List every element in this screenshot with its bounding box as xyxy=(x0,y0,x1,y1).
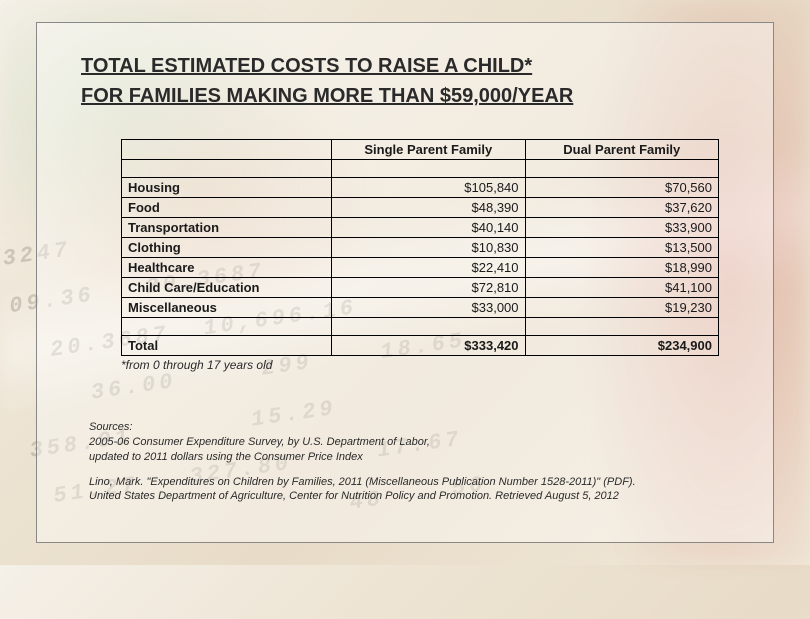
title-line-1: TOTAL ESTIMATED COSTS TO RAISE A CHILD* xyxy=(81,55,532,77)
total-single: $333,420 xyxy=(332,336,525,356)
total-row: Total $333,420 $234,900 xyxy=(122,336,719,356)
row-dual: $13,500 xyxy=(525,238,718,258)
row-category: Clothing xyxy=(122,238,332,258)
sources-heading: Sources: xyxy=(89,421,132,433)
spacer-row xyxy=(122,160,719,178)
sources-line: updated to 2011 dollars using the Consum… xyxy=(89,451,363,463)
table-row: Clothing $10,830 $13,500 xyxy=(122,238,719,258)
spacer-row xyxy=(122,318,719,336)
header-category xyxy=(122,140,332,160)
row-single: $105,840 xyxy=(332,178,525,198)
row-category: Transportation xyxy=(122,218,332,238)
page-title: TOTAL ESTIMATED COSTS TO RAISE A CHILD* … xyxy=(81,51,729,111)
row-single: $40,140 xyxy=(332,218,525,238)
row-dual: $19,230 xyxy=(525,298,718,318)
row-single: $10,830 xyxy=(332,238,525,258)
row-dual: $41,100 xyxy=(525,278,718,298)
row-category: Child Care/Education xyxy=(122,278,332,298)
row-dual: $18,990 xyxy=(525,258,718,278)
row-dual: $37,620 xyxy=(525,198,718,218)
sources-line: 2005-06 Consumer Expenditure Survey, by … xyxy=(89,436,430,448)
total-label: Total xyxy=(122,336,332,356)
header-single-parent: Single Parent Family xyxy=(332,140,525,160)
header-dual-parent: Dual Parent Family xyxy=(525,140,718,160)
table-row: Miscellaneous $33,000 $19,230 xyxy=(122,298,719,318)
header-row: Single Parent Family Dual Parent Family xyxy=(122,140,719,160)
row-category: Healthcare xyxy=(122,258,332,278)
sources-line: Lino, Mark. "Expenditures on Children by… xyxy=(89,476,636,488)
row-single: $33,000 xyxy=(332,298,525,318)
row-single: $48,390 xyxy=(332,198,525,218)
title-line-2: FOR FAMILIES MAKING MORE THAN $59,000/YE… xyxy=(81,85,573,107)
row-dual: $70,560 xyxy=(525,178,718,198)
footnote: *from 0 through 17 years old xyxy=(121,358,729,372)
sources-block: Sources: 2005-06 Consumer Expenditure Su… xyxy=(89,420,729,504)
cost-table-wrap: Single Parent Family Dual Parent Family … xyxy=(121,139,719,356)
row-category: Housing xyxy=(122,178,332,198)
table-row: Food $48,390 $37,620 xyxy=(122,198,719,218)
table-row: Healthcare $22,410 $18,990 xyxy=(122,258,719,278)
row-category: Miscellaneous xyxy=(122,298,332,318)
row-single: $72,810 xyxy=(332,278,525,298)
cost-table: Single Parent Family Dual Parent Family … xyxy=(121,139,719,356)
table-row: Housing $105,840 $70,560 xyxy=(122,178,719,198)
total-dual: $234,900 xyxy=(525,336,718,356)
row-dual: $33,900 xyxy=(525,218,718,238)
sources-line: United States Department of Agriculture,… xyxy=(89,490,619,502)
row-single: $22,410 xyxy=(332,258,525,278)
table-row: Child Care/Education $72,810 $41,100 xyxy=(122,278,719,298)
row-category: Food xyxy=(122,198,332,218)
table-row: Transportation $40,140 $33,900 xyxy=(122,218,719,238)
content-card: TOTAL ESTIMATED COSTS TO RAISE A CHILD* … xyxy=(36,22,774,543)
